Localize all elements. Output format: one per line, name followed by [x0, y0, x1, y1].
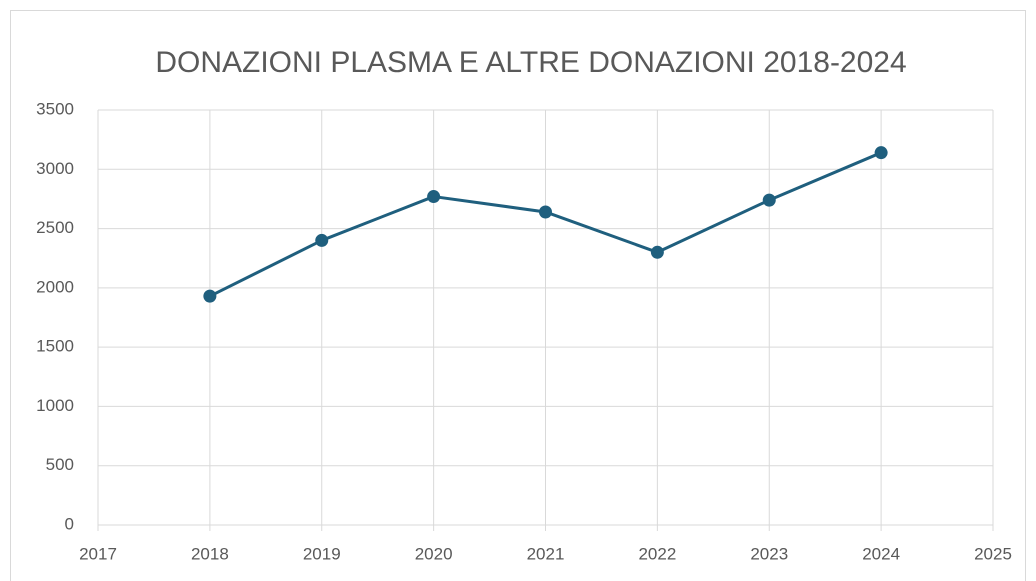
- data-point: [650, 245, 664, 259]
- y-tick-label: 1500: [36, 337, 74, 356]
- data-point: [427, 190, 441, 204]
- y-tick-label: 0: [65, 514, 74, 533]
- data-point: [539, 205, 552, 219]
- chart-frame: [10, 10, 1026, 581]
- y-tick-label: 1000: [36, 396, 74, 415]
- y-tick-label: 500: [46, 455, 74, 474]
- data-point: [315, 233, 329, 247]
- x-tick-label: 2019: [303, 544, 341, 563]
- x-tick-label: 2023: [750, 544, 788, 563]
- y-tick-label: 3000: [36, 159, 74, 178]
- data-point: [762, 193, 776, 207]
- x-tick-label: 2018: [191, 544, 229, 563]
- y-tick-label: 3500: [36, 99, 74, 118]
- y-tick-label: 2500: [36, 218, 74, 237]
- y-tick-label: 2000: [36, 277, 74, 296]
- data-point: [203, 289, 217, 303]
- x-tick-label: 2020: [415, 544, 453, 563]
- x-tick-label: 2021: [527, 544, 565, 563]
- data-point: [874, 146, 888, 160]
- x-tick-label: 2024: [862, 544, 900, 563]
- chart-title: DONAZIONI PLASMA E ALTRE DONAZIONI 2018-…: [155, 46, 906, 79]
- x-tick-label: 2022: [638, 544, 676, 563]
- x-tick-label: 2025: [974, 544, 1012, 563]
- x-tick-label: 2017: [79, 544, 117, 563]
